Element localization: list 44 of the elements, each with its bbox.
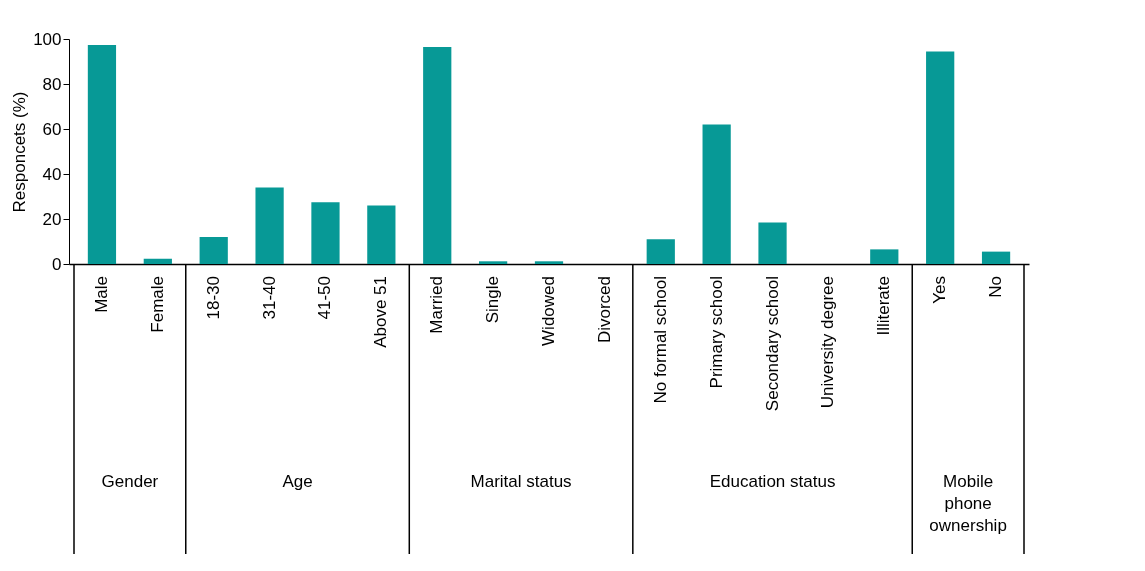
x-tick-label: Secondary school	[762, 276, 782, 412]
x-tick-label: Single	[483, 276, 503, 324]
bar	[479, 261, 508, 264]
x-tick-label: 31-40	[259, 276, 279, 320]
text: Age	[282, 472, 313, 491]
text: Education status	[709, 472, 836, 491]
y-tick-label: 80	[42, 74, 62, 94]
x-tick-label: Primary school	[706, 276, 726, 389]
x-tick-label: 41-50	[315, 276, 335, 320]
bar	[758, 222, 787, 264]
bar	[255, 187, 284, 264]
x-tick-label: No formal school	[650, 276, 670, 404]
bar	[367, 205, 396, 264]
y-tick-label: 100	[33, 29, 62, 49]
bar	[143, 258, 172, 264]
text: Gender	[101, 472, 159, 491]
text: Mobile phone ownership	[929, 472, 1007, 535]
x-tick-label: Married	[427, 276, 447, 334]
y-tick-label: 60	[42, 119, 62, 139]
y-tick-label: 20	[42, 209, 62, 229]
bar	[870, 249, 899, 264]
text: Marital status	[470, 472, 572, 491]
bar	[981, 251, 1011, 264]
bar	[87, 45, 117, 264]
x-tick-label: Divorced	[594, 276, 614, 344]
x-tick-label: Illiterate	[874, 276, 894, 336]
bar	[423, 47, 452, 264]
x-tick-label: Male	[91, 276, 111, 313]
x-tick-label: Female	[147, 276, 167, 333]
x-tick-label: University degree	[818, 276, 838, 409]
y-axis-title: Responcets (%)	[10, 91, 30, 213]
y-tick-label: 0	[52, 254, 62, 274]
y-tick-label: 40	[42, 164, 62, 184]
x-tick-label: Above 51	[371, 276, 391, 348]
bar	[311, 202, 340, 264]
x-tick-label: 18-30	[203, 276, 223, 320]
x-tick-label: No	[986, 276, 1006, 298]
bar	[926, 51, 955, 264]
bar	[646, 239, 675, 264]
x-tick-label: Widowed	[539, 276, 558, 346]
bar	[534, 261, 564, 264]
x-tick-label: Yes	[930, 276, 950, 304]
bar	[199, 237, 228, 264]
bar	[702, 124, 731, 264]
